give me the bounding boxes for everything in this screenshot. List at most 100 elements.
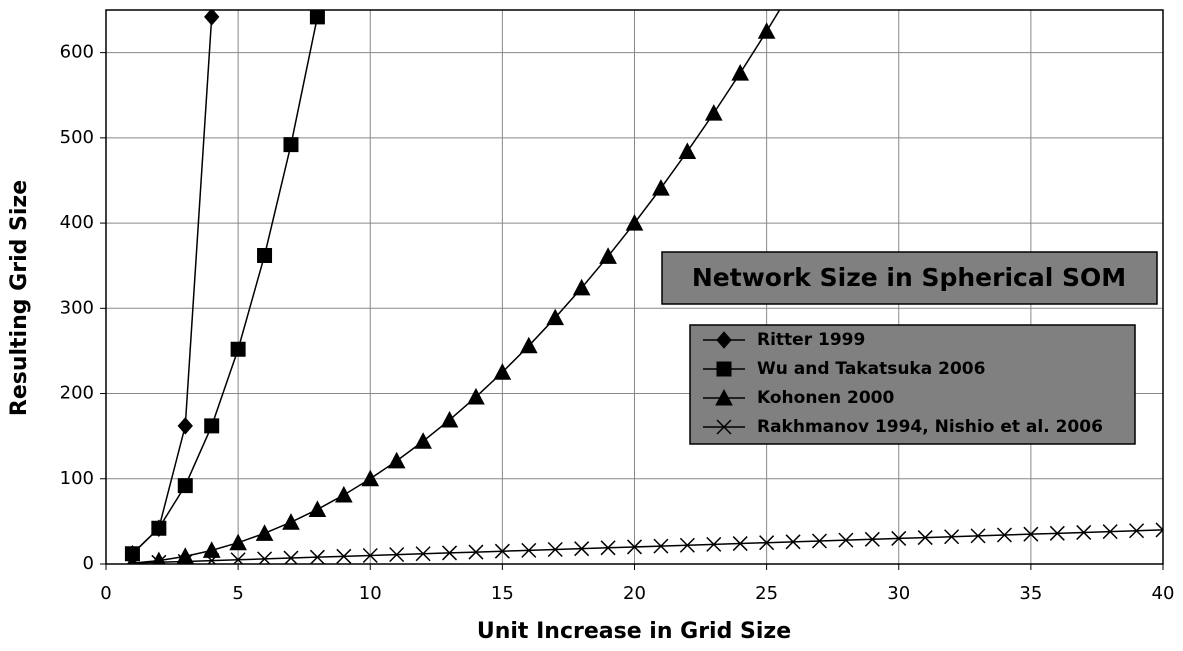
marker — [283, 550, 299, 564]
marker — [283, 137, 299, 153]
x-tick-label: 30 — [887, 583, 910, 604]
marker — [838, 532, 854, 548]
ticks: 0 100 200 300 400 500 600 0 5 10 15 20 25 30 35 40 — [60, 42, 1175, 604]
marker — [387, 451, 406, 469]
marker — [334, 485, 353, 503]
y-tick-label: 300 — [60, 297, 94, 318]
marker — [204, 418, 220, 434]
marker — [625, 214, 644, 231]
marker — [891, 530, 907, 546]
legend-label: Kohonen 2000 — [757, 388, 894, 408]
x-tick-label: 10 — [359, 583, 382, 604]
marker — [706, 536, 722, 552]
marker — [151, 554, 167, 564]
series-group — [124, 10, 1163, 564]
marker — [494, 543, 510, 559]
marker — [600, 540, 616, 556]
marker — [1155, 522, 1163, 538]
marker — [257, 551, 273, 564]
x-tick-label: 35 — [1019, 583, 1042, 604]
marker — [599, 247, 617, 264]
x-tick-label: 0 — [100, 583, 111, 604]
x-tick-label: 20 — [623, 583, 646, 604]
marker — [177, 417, 193, 435]
marker — [785, 534, 801, 550]
marker — [572, 278, 591, 296]
marker — [257, 247, 273, 263]
marker — [521, 542, 537, 558]
x-tick-label: 5 — [232, 583, 243, 604]
marker — [574, 541, 590, 557]
marker — [944, 529, 960, 545]
marker — [124, 546, 140, 562]
y-tick-label: 500 — [60, 127, 94, 148]
marker — [468, 544, 484, 560]
series-line — [132, 529, 1163, 564]
marker — [679, 537, 695, 553]
legend-label: Ritter 1999 — [757, 330, 865, 350]
marker — [440, 410, 459, 428]
legend-marker — [716, 331, 732, 349]
marker — [917, 530, 933, 546]
marker — [678, 142, 697, 159]
marker — [970, 528, 986, 544]
marker — [309, 549, 325, 564]
marker — [229, 533, 247, 551]
x-tick-label: 25 — [755, 583, 778, 604]
marker — [731, 64, 750, 81]
marker — [202, 541, 221, 558]
marker — [757, 22, 776, 39]
marker — [389, 547, 405, 563]
y-axis-title: Resulting Grid Size — [7, 180, 32, 416]
marker — [255, 524, 274, 541]
marker — [547, 541, 563, 558]
marker — [519, 336, 538, 354]
legend-marker — [715, 388, 733, 406]
marker — [441, 545, 458, 561]
marker — [204, 10, 220, 26]
marker — [1023, 526, 1039, 542]
legend: Ritter 1999 Wu and Takatsuka 2006 Kohonen … — [703, 330, 1103, 437]
marker — [811, 533, 828, 549]
marker — [176, 547, 195, 564]
marker — [1102, 524, 1118, 540]
marker — [309, 10, 325, 25]
legend-label: Rakhmanov 1994, Nishio et al. 2006 — [757, 417, 1103, 437]
marker — [230, 341, 246, 357]
marker — [415, 546, 431, 562]
marker — [204, 553, 220, 564]
marker — [336, 548, 352, 564]
y-tick-label: 100 — [60, 468, 94, 489]
marker — [230, 552, 246, 564]
marker — [1049, 525, 1065, 541]
y-tick-label: 400 — [60, 212, 94, 233]
marker — [1076, 524, 1092, 540]
legend-label: Wu and Takatsuka 2006 — [757, 359, 985, 379]
legend-box — [689, 324, 1136, 445]
marker — [704, 104, 723, 121]
y-tick-label: 200 — [60, 383, 94, 404]
marker — [467, 387, 485, 405]
marker — [759, 535, 775, 551]
x-tick-label: 40 — [1152, 583, 1175, 604]
marker — [151, 520, 167, 536]
marker — [362, 547, 378, 564]
marker — [732, 536, 748, 552]
legend-marker — [716, 419, 732, 435]
marker — [308, 500, 327, 517]
marker — [546, 308, 565, 326]
marker — [652, 179, 670, 196]
marker — [177, 553, 193, 564]
marker — [177, 478, 193, 494]
marker — [653, 538, 669, 554]
marker — [361, 469, 380, 487]
x-tick-label: 15 — [491, 583, 514, 604]
title-box — [661, 251, 1158, 305]
marker — [626, 539, 643, 555]
y-tick-label: 0 — [83, 553, 94, 574]
marker — [493, 363, 512, 380]
y-tick-label: 600 — [60, 42, 94, 63]
marker — [124, 555, 140, 564]
marker — [414, 432, 432, 449]
